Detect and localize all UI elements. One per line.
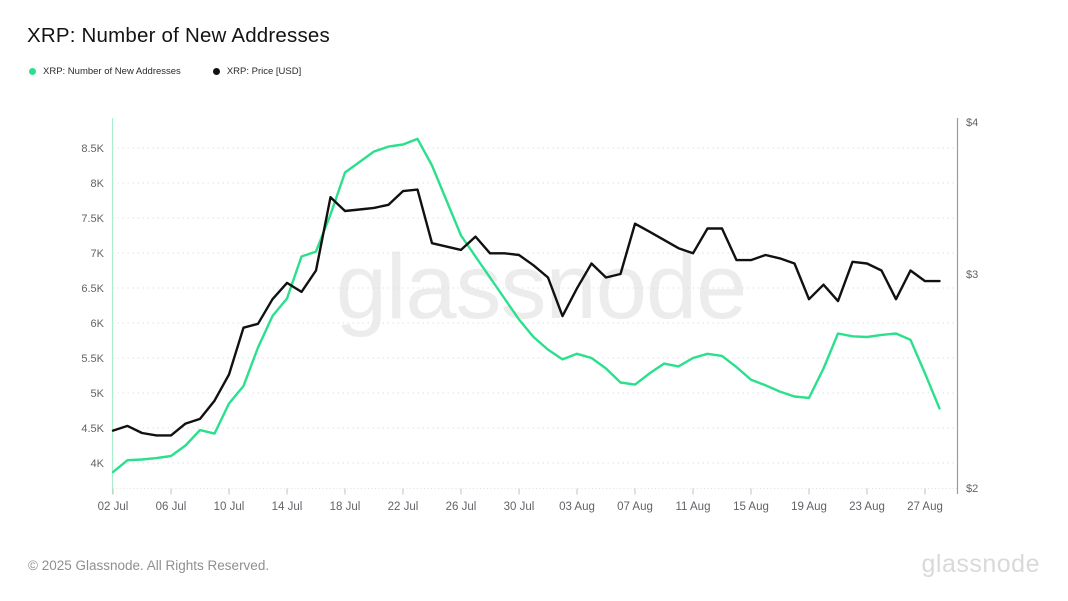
x-axis-tick-label: 03 Aug xyxy=(559,501,595,513)
legend-label-price: XRP: Price [USD] xyxy=(226,66,302,77)
x-axis-tick-label: 23 Aug xyxy=(849,501,885,513)
x-axis-tick-label: 06 Jul xyxy=(156,501,187,513)
left-axis-labels: 4K 4.5K 5K 5.5K 6K 6.5K 7K 7.5K 8K 8.5K xyxy=(81,143,104,470)
left-axis-tick-label: 7.5K xyxy=(81,213,104,225)
x-axis-tick-label: 11 Aug xyxy=(676,501,711,513)
x-axis-tick-label: 18 Jul xyxy=(330,501,361,513)
price-series-dot-icon xyxy=(212,68,220,75)
x-axis-tick-label: 07 Aug xyxy=(617,501,653,513)
page-title: XRP: Number of New Addresses xyxy=(27,24,330,47)
legend-item-addresses[interactable]: XRP: Number of New Addresses xyxy=(29,66,181,77)
left-axis-tick-label: 8.5K xyxy=(81,143,104,155)
x-axis-tick-label: 15 Aug xyxy=(733,501,769,513)
right-axis-tick-label: $4 xyxy=(966,117,978,129)
x-axis-tick-label: 27 Aug xyxy=(907,501,943,513)
left-axis-tick-label: 5.5K xyxy=(81,353,104,365)
left-axis-tick-label: 5K xyxy=(91,388,105,400)
copyright-text: © 2025 Glassnode. All Rights Reserved. xyxy=(28,558,270,573)
x-axis-tick-label: 14 Jul xyxy=(272,501,303,513)
chart-legend: XRP: Number of New Addresses XRP: Price … xyxy=(29,66,301,77)
x-axis-tick-label: 30 Jul xyxy=(504,501,535,513)
left-axis-tick-label: 6.5K xyxy=(81,283,104,295)
right-axis-labels: $2 $3 $4 xyxy=(966,117,978,495)
x-axis-tick-label: 10 Jul xyxy=(214,501,245,513)
left-axis-tick-label: 8K xyxy=(91,178,105,190)
x-axis-tick-label: 22 Jul xyxy=(388,501,419,513)
right-axis-tick-label: $3 xyxy=(966,269,978,281)
left-axis-tick-label: 4K xyxy=(91,458,105,470)
addresses-series-dot-icon xyxy=(29,68,36,75)
x-axis-tick-label: 02 Jul xyxy=(98,501,129,513)
legend-label-addresses: XRP: Number of New Addresses xyxy=(43,66,181,77)
left-axis-tick-label: 7K xyxy=(91,248,105,260)
series-line-price xyxy=(111,188,941,437)
x-axis-tick-label: 19 Aug xyxy=(791,501,827,513)
glassnode-wordmark: glassnode xyxy=(921,550,1040,578)
x-axis-tick-label: 26 Jul xyxy=(446,501,477,513)
series-line-new-addresses xyxy=(111,137,941,474)
right-axis-tick-label: $2 xyxy=(966,483,978,495)
left-axis-tick-label: 6K xyxy=(91,318,105,330)
x-axis: 02 Jul 06 Jul 10 Jul 14 Jul 18 Jul 22 Jul 26 J… xyxy=(98,488,943,513)
legend-item-price[interactable]: XRP: Price [USD] xyxy=(212,66,302,77)
left-axis-tick-label: 4.5K xyxy=(81,423,104,435)
